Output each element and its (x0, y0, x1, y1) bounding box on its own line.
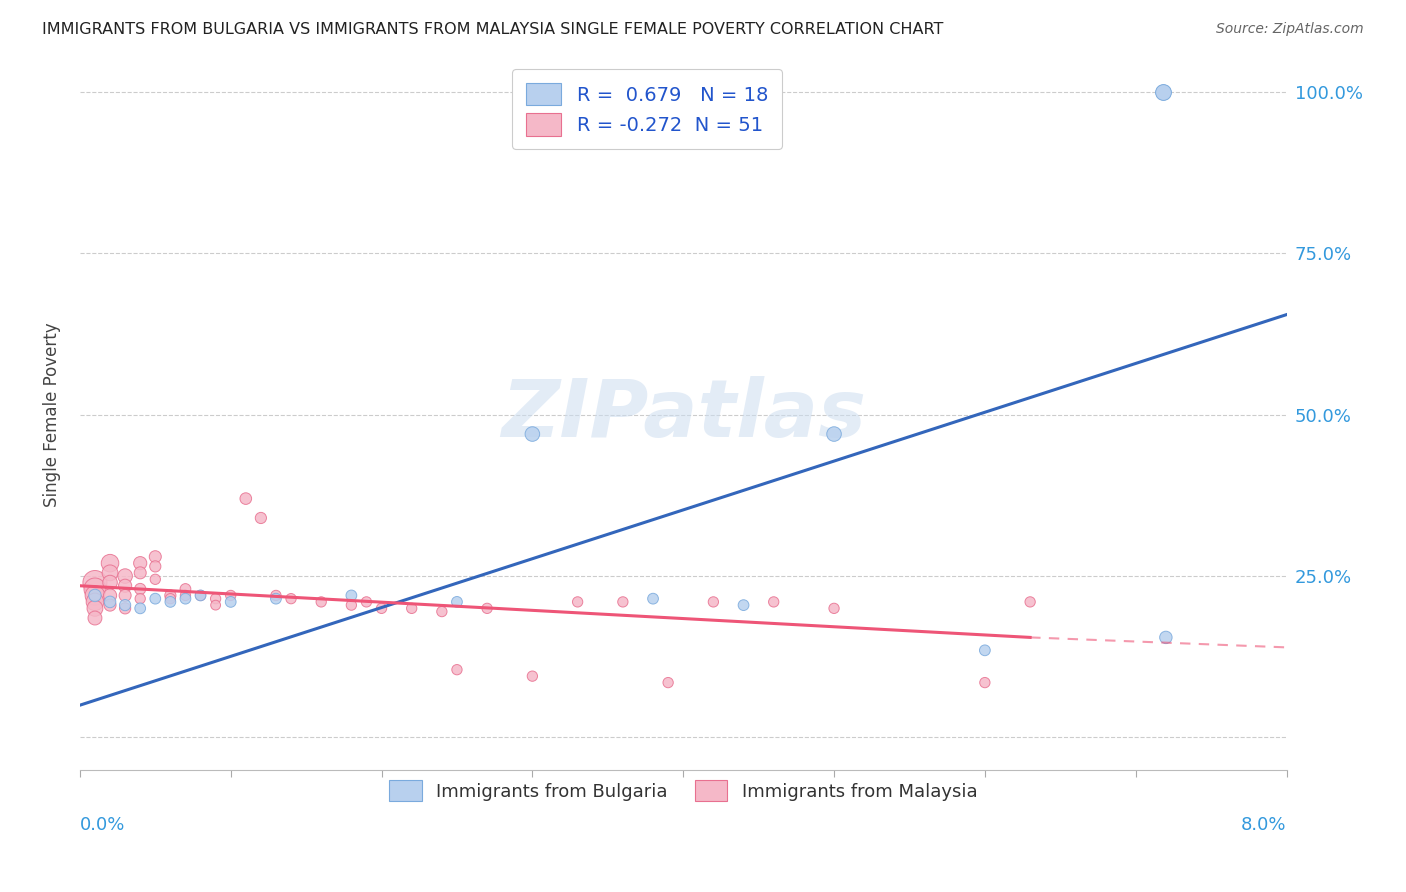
Point (1152, 85, 1174, 99)
Point (114, 589, 136, 603)
Point (612, 595, 634, 609)
Point (129, 591, 152, 606)
Point (114, 569, 136, 583)
Point (98, 595, 121, 609)
Point (143, 549, 166, 564)
Point (567, 595, 589, 609)
Point (204, 591, 226, 606)
Point (356, 595, 378, 609)
Point (823, 601, 845, 615)
Text: 0.0%: 0.0% (80, 816, 125, 834)
Point (657, 675, 679, 690)
Point (143, 591, 166, 606)
Point (84, 582, 107, 596)
Point (84, 611, 107, 625)
Point (340, 589, 363, 603)
Point (475, 601, 498, 615)
Point (98, 556, 121, 570)
Point (129, 582, 152, 596)
Text: ZIPatlas: ZIPatlas (501, 376, 866, 454)
Y-axis label: Single Female Poverty: Single Female Poverty (44, 322, 60, 507)
Text: 8.0%: 8.0% (1241, 816, 1286, 834)
Point (159, 591, 181, 606)
Point (174, 591, 197, 606)
Point (114, 598, 136, 612)
Point (84, 601, 107, 615)
Point (114, 601, 136, 615)
Point (84, 589, 107, 603)
Point (143, 559, 166, 574)
Point (159, 595, 181, 609)
Point (973, 643, 995, 657)
Point (174, 582, 197, 596)
Point (401, 601, 423, 615)
Legend: Immigrants from Bulgaria, Immigrants from Malaysia: Immigrants from Bulgaria, Immigrants fro… (377, 768, 990, 814)
Point (702, 595, 724, 609)
Text: Source: ZipAtlas.com: Source: ZipAtlas.com (1216, 22, 1364, 37)
Point (204, 598, 226, 612)
Point (143, 572, 166, 586)
Point (1154, 631, 1177, 645)
Point (219, 595, 242, 609)
Point (129, 566, 152, 580)
Point (370, 601, 392, 615)
Point (235, 491, 257, 506)
Point (641, 591, 664, 606)
Point (446, 595, 468, 609)
Point (190, 589, 212, 603)
Point (114, 579, 136, 593)
Point (84, 595, 107, 609)
Point (522, 669, 544, 683)
Point (219, 589, 242, 603)
Point (264, 591, 287, 606)
Point (84, 589, 107, 603)
Point (264, 589, 287, 603)
Point (733, 598, 755, 612)
Point (762, 595, 785, 609)
Point (973, 675, 995, 690)
Point (98, 566, 121, 580)
Point (430, 605, 453, 619)
Point (280, 591, 302, 606)
Point (129, 556, 152, 570)
Point (98, 575, 121, 590)
Point (84, 575, 107, 590)
Point (309, 595, 332, 609)
Point (823, 427, 845, 442)
Point (250, 511, 273, 525)
Point (174, 589, 197, 603)
Point (446, 663, 468, 677)
Text: IMMIGRANTS FROM BULGARIA VS IMMIGRANTS FROM MALAYSIA SINGLE FEMALE POVERTY CORRE: IMMIGRANTS FROM BULGARIA VS IMMIGRANTS F… (42, 22, 943, 37)
Point (1019, 595, 1042, 609)
Point (159, 589, 181, 603)
Point (522, 427, 544, 442)
Point (129, 601, 152, 615)
Point (340, 598, 363, 612)
Point (190, 589, 212, 603)
Point (98, 589, 121, 603)
Point (98, 598, 121, 612)
